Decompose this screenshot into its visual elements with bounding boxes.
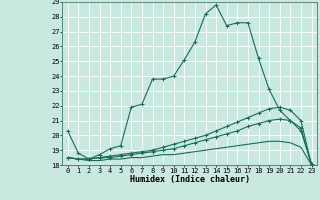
X-axis label: Humidex (Indice chaleur): Humidex (Indice chaleur) [130,175,250,184]
